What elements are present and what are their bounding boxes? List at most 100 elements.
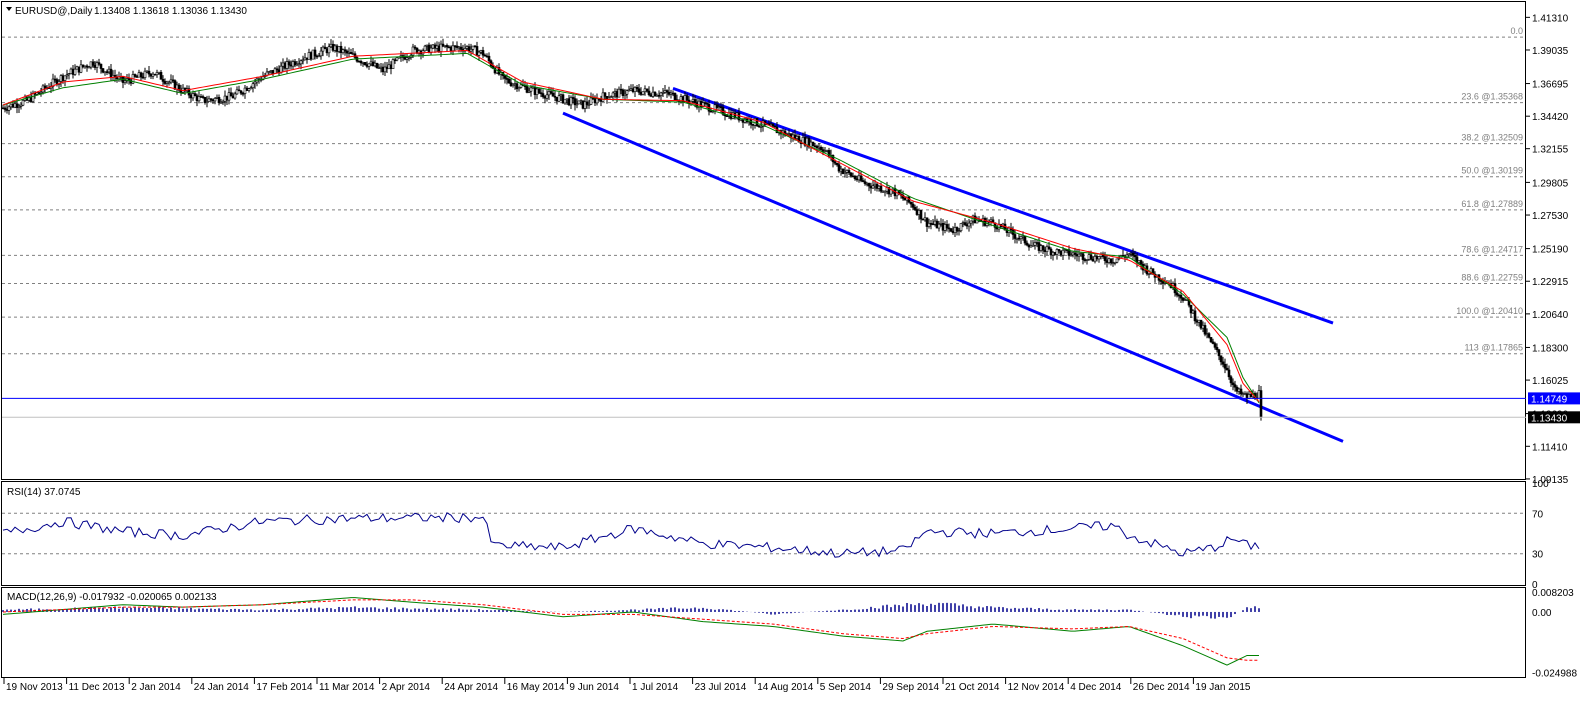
candle-body — [153, 73, 157, 76]
candle-body — [1059, 250, 1063, 256]
candle-body — [1177, 294, 1181, 297]
price-tick-label: 1.41310 — [1532, 13, 1569, 24]
candle-body — [167, 81, 171, 84]
candle-body — [539, 92, 543, 95]
candle-body — [67, 73, 71, 76]
candle-body — [541, 93, 545, 97]
candle-body — [17, 106, 21, 108]
candle-body — [245, 87, 249, 91]
candle-body — [1043, 249, 1047, 252]
candle-body — [527, 90, 531, 93]
symbol-label[interactable]: EURUSD@,Daily — [15, 6, 92, 17]
fib-label: 61.8 @1.27889 — [1461, 199, 1523, 209]
candle-body — [575, 103, 579, 106]
price-tick-label: 1.20640 — [1532, 310, 1569, 321]
candle-body — [1183, 299, 1187, 301]
candle-body — [375, 62, 379, 69]
candle-body — [143, 70, 147, 78]
macd-scale-label: 0.00 — [1532, 608, 1552, 619]
candle-body — [363, 62, 367, 66]
time-tick-label: 24 Apr 2014 — [444, 682, 498, 693]
candle-body — [1087, 254, 1091, 260]
candle-body — [617, 88, 621, 98]
dropdown-triangle-icon[interactable] — [6, 7, 12, 11]
candle-body — [1071, 252, 1075, 256]
price-tick-label: 1.36695 — [1532, 80, 1569, 91]
candle-body — [1221, 361, 1225, 365]
candle-body — [203, 97, 207, 103]
candle-body — [75, 66, 79, 70]
candle-body — [279, 65, 283, 74]
candle-body — [621, 89, 625, 96]
candle-body — [81, 64, 85, 68]
time-tick-label: 5 Sep 2014 — [820, 682, 872, 693]
time-tick-label: 1 Jul 2014 — [632, 682, 679, 693]
candle-body — [69, 68, 73, 75]
candle-body — [169, 79, 173, 83]
candle-body — [637, 88, 641, 93]
candle-body — [587, 104, 591, 106]
candle-body — [661, 92, 665, 94]
candle-body — [189, 94, 193, 99]
candle-body — [471, 45, 475, 50]
candle-body — [573, 98, 577, 106]
fibonacci-levels: 0.0 23.6 @1.35368 38.2 @1.32509 50.0 @1.301… — [2, 26, 1526, 355]
candle-body — [79, 64, 83, 73]
fib-label: 50.0 @1.30199 — [1461, 166, 1523, 176]
candle-body — [1055, 249, 1059, 255]
candle-body — [469, 49, 473, 52]
candle-body — [159, 71, 163, 80]
candle-body — [1115, 258, 1119, 263]
candle-body — [515, 83, 519, 90]
candle-body — [623, 93, 627, 96]
candle-body — [1211, 341, 1215, 344]
candle-body — [1047, 246, 1051, 250]
candle-body — [1133, 255, 1137, 258]
candle-body — [797, 136, 801, 143]
candle-body — [967, 222, 971, 227]
candle-body — [843, 172, 847, 174]
candle-body — [445, 45, 449, 48]
candle-body — [1107, 258, 1111, 263]
candle-body — [233, 93, 237, 99]
candle-body — [647, 90, 651, 96]
candle-body — [229, 92, 233, 97]
candle-body — [1209, 337, 1213, 343]
candle-body — [1129, 252, 1133, 255]
candle-body — [63, 75, 67, 81]
candle-body — [135, 76, 139, 78]
candle-body — [861, 180, 865, 182]
candle-body — [635, 87, 639, 90]
candle-body — [1061, 249, 1065, 256]
candle-body — [867, 183, 871, 187]
candle-body — [1057, 249, 1061, 252]
candle-body — [841, 168, 845, 174]
candle-body — [1227, 369, 1231, 378]
candle-body — [9, 103, 13, 108]
candle-body — [89, 61, 93, 68]
candle-body — [537, 88, 541, 94]
candle-body — [1037, 242, 1041, 251]
candle-body — [1109, 258, 1113, 264]
candle-body — [147, 70, 151, 75]
fib-label: 38.2 @1.32509 — [1461, 133, 1523, 143]
fib-label: 113 @1.17865 — [1464, 343, 1523, 353]
candle-body — [21, 100, 25, 106]
candle-body — [1051, 252, 1055, 256]
candle-body — [549, 91, 553, 94]
candle-body — [959, 223, 963, 231]
fib-label: 78.6 @1.24717 — [1461, 244, 1523, 254]
candle-body — [391, 59, 395, 69]
channel-trendline — [672, 86, 1334, 325]
candle-body — [1237, 388, 1241, 392]
candle-body — [633, 87, 637, 92]
candle-body — [1233, 384, 1237, 388]
candle-body — [853, 175, 857, 180]
candle-body — [625, 90, 629, 95]
candle-body — [955, 227, 959, 232]
candle-body — [693, 99, 697, 103]
time-tick-label: 12 Nov 2014 — [1008, 682, 1065, 693]
candle-body — [1191, 310, 1195, 314]
candle-body — [1197, 319, 1201, 323]
candle-body — [1215, 347, 1219, 351]
